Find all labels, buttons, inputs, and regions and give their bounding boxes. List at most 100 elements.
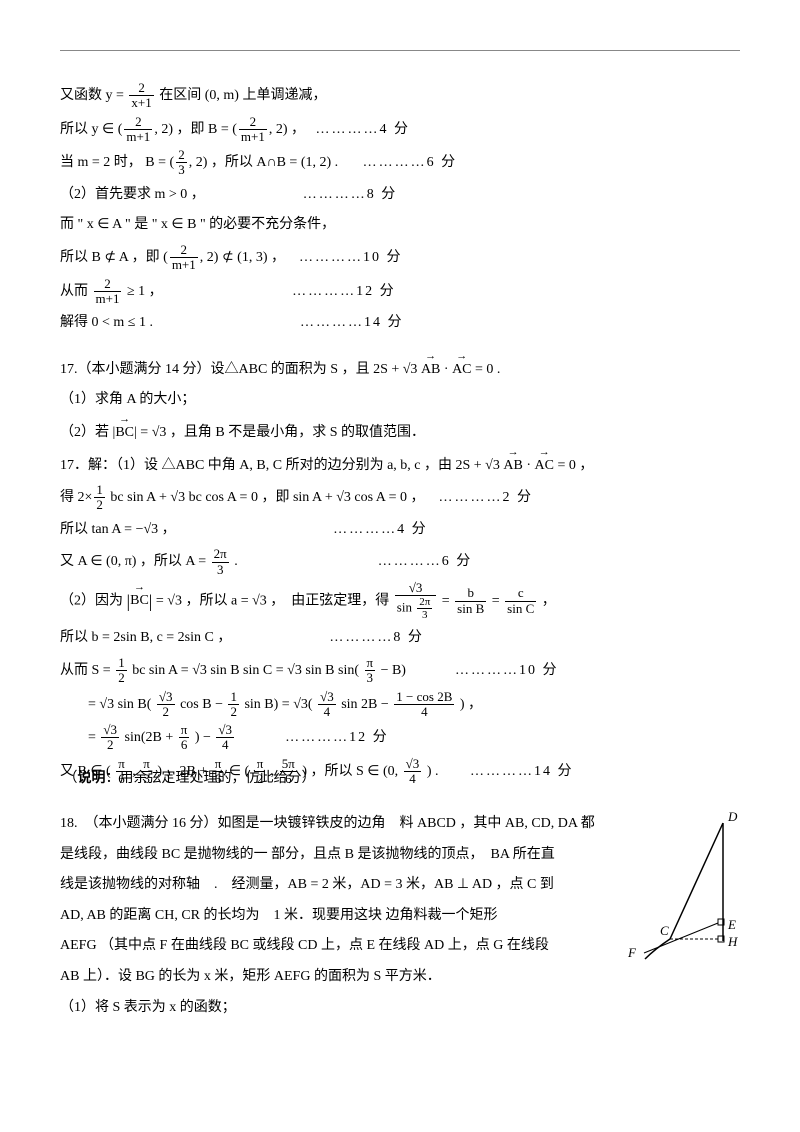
label-C: C: [660, 923, 669, 938]
text: 所以 tan A = −√3 ，: [60, 522, 176, 537]
text: = √3 sin B(: [88, 697, 151, 712]
score-12b: …………12 分: [285, 725, 389, 752]
text: 又函数: [60, 88, 106, 103]
p16-line1: 又函数 y = 2x+1 在区间 (0, m) 上单调递减，: [60, 81, 740, 111]
frac-half2: 12: [226, 690, 241, 720]
score-10: …………10 分: [299, 245, 403, 272]
law-of-sines-3: csin C: [503, 586, 538, 616]
a17-line4: 又 A ∈ (0, π) ，所以 A = 2π3 . …………6 分: [60, 547, 740, 577]
text: − B): [381, 663, 406, 678]
text: （2）首先要求 m > 0 ，: [60, 187, 205, 202]
law-of-sines-2: bsin B: [453, 586, 488, 616]
vec-BC: BC: [115, 418, 134, 447]
text: 17.（本小题满分 14 分）设△ABC 的面积为 S ，且 2S + √3: [60, 362, 421, 377]
score-6: …………6 分: [363, 150, 458, 177]
text: ) −: [195, 730, 215, 745]
text: = √3 ，所以 a = √3 ， 由正弦定理，得: [156, 593, 393, 608]
text: bc sin A + √3 bc cos A = 0 ，即 sin A + √3…: [110, 490, 424, 505]
text: 解得 0 < m ≤ 1 .: [60, 315, 153, 330]
page-top-rule: [60, 50, 740, 51]
text: =: [88, 730, 99, 745]
a17-line1: 17．解：（1）设 △ABC 中角 A, B, C 所对的边分别为 a, b, …: [60, 451, 740, 480]
a17-line7: 从而 S = 12 bc sin A = √3 sin B sin C = √3…: [60, 656, 740, 686]
text: ) .: [427, 764, 439, 779]
q18-l7: （1）将 S 表示为 x 的函数；: [60, 995, 740, 1022]
score-8b: …………8 分: [329, 625, 424, 652]
frac-pi6: π6: [177, 723, 192, 753]
interval-open: (2m+1, 2): [163, 250, 218, 265]
score-4b: …………4 分: [333, 517, 428, 544]
text: ·: [523, 458, 535, 473]
frac-cos4: 1 − cos 2B4: [392, 690, 456, 720]
text: ) ，所以 S ∈ (0,: [302, 764, 401, 779]
p16-line8: 解得 0 < m ≤ 1 . …………14 分: [60, 310, 740, 337]
text: 从而: [60, 284, 92, 299]
a17-line5: （2）因为 |BC| = √3 ，所以 a = √3 ， 由正弦定理，得 √3s…: [60, 581, 740, 621]
text: （2）若 |: [60, 425, 115, 440]
score-12: …………12 分: [292, 279, 396, 306]
vec-AC: AC: [452, 355, 471, 384]
score-14: …………14 分: [300, 310, 404, 337]
label-D: D: [727, 811, 738, 824]
text: = 0 ，: [554, 458, 593, 473]
score-6b: …………6 分: [378, 549, 473, 576]
text: = 0 .: [472, 362, 501, 377]
p16-line7: 从而 2m+1 ≥ 1 ， …………12 分: [60, 277, 740, 307]
label-E: E: [727, 917, 736, 932]
diagram-svg: D E H C F: [610, 811, 740, 961]
figure-abcd: D E H C F: [610, 811, 740, 961]
score-14b: …………14 分: [470, 759, 574, 786]
score-8: …………8 分: [303, 182, 398, 209]
p16-line2: 所以 y ∈ (2m+1, 2) ，即 B = (2m+1, 2) ， ……………: [60, 115, 740, 145]
frac-2-mp1: 2m+1: [92, 277, 124, 307]
text: ≥ 1 ，: [127, 284, 163, 299]
score-2: …………2 分: [439, 485, 534, 512]
frac-sqrt3-4: √34: [316, 690, 338, 720]
expr: 2×12: [78, 490, 107, 505]
score-10b: …………10 分: [455, 658, 559, 685]
frac-half: 12: [114, 656, 129, 686]
vec-AB: AB: [503, 451, 522, 480]
text: ⊄ (1, 3) ，: [222, 250, 285, 265]
frac-sqrt3-2: √32: [155, 690, 177, 720]
a17-line2: 得 2×12 bc sin A + √3 bc cos A = 0 ，即 sin…: [60, 483, 740, 513]
label-H: H: [727, 934, 738, 949]
expr-y-eq: y = 2x+1: [106, 88, 156, 103]
text: sin(2B +: [125, 730, 177, 745]
a17-line8: = √3 sin B( √32 cos B − 12 sin B) = √3( …: [60, 690, 740, 720]
p16-line3: 当 m = 2 时， B = (23, 2) ，所以 A∩B = (1, 2) …: [60, 148, 740, 178]
text: sin B) = √3(: [244, 697, 312, 712]
text: 所以 B ⊄ A ，即: [60, 250, 163, 265]
vec-BC: BC: [130, 586, 149, 615]
text: 得: [60, 490, 78, 505]
text: 从而 S =: [60, 663, 114, 678]
text: ，所以 A∩B = (1, 2) .: [211, 155, 338, 170]
vec-AC: AC: [535, 451, 554, 480]
text: .: [234, 554, 238, 569]
law-of-sines-1: √3sin 2π3: [393, 581, 438, 621]
text: ，: [291, 122, 312, 137]
text: ·: [440, 362, 452, 377]
p16-line4: （2）首先要求 m > 0 ， …………8 分: [60, 182, 740, 209]
frac-sqrt3-4c: √34: [402, 757, 424, 787]
abs-close: |: [149, 591, 153, 611]
frac-sqrt3-4b: √34: [214, 723, 236, 753]
a17-line9: = √32 sin(2B + π6 ) − √34 …………12 分: [60, 723, 740, 753]
frac-pi3: π3: [363, 656, 378, 686]
interval: y ∈ (2m+1, 2): [92, 122, 173, 137]
a17-line6: 所以 b = 2sin B, c = 2sin C ， …………8 分: [60, 625, 740, 652]
problem-17: 17.（本小题满分 14 分）设△ABC 的面积为 S ，且 2S + √3 A…: [60, 355, 740, 447]
label-F: F: [627, 945, 637, 960]
problem-18: D E H C F: [60, 811, 740, 1021]
text: | = √3 ，且角 B 不是最小角，求 S 的取值范围．: [134, 425, 425, 440]
text: 当 m = 2 时，: [60, 155, 142, 170]
score-4: …………4 分: [316, 117, 411, 144]
text: （2）因为: [60, 593, 127, 608]
text: sin 2B −: [341, 697, 392, 712]
text: 所以: [60, 122, 92, 137]
frac-2pi3: 2π3: [210, 547, 231, 577]
p16-line5: 而 " x ∈ A " 是 " x ∈ B " 的必要不充分条件，: [60, 212, 740, 239]
a17-line3: 所以 tan A = −√3 ， …………4 分: [60, 517, 740, 544]
text: 17．解：（1）设 △ABC 中角 A, B, C 所对的边分别为 a, b, …: [60, 458, 503, 473]
text: 在区间 (0, m) 上单调递减，: [159, 88, 326, 103]
